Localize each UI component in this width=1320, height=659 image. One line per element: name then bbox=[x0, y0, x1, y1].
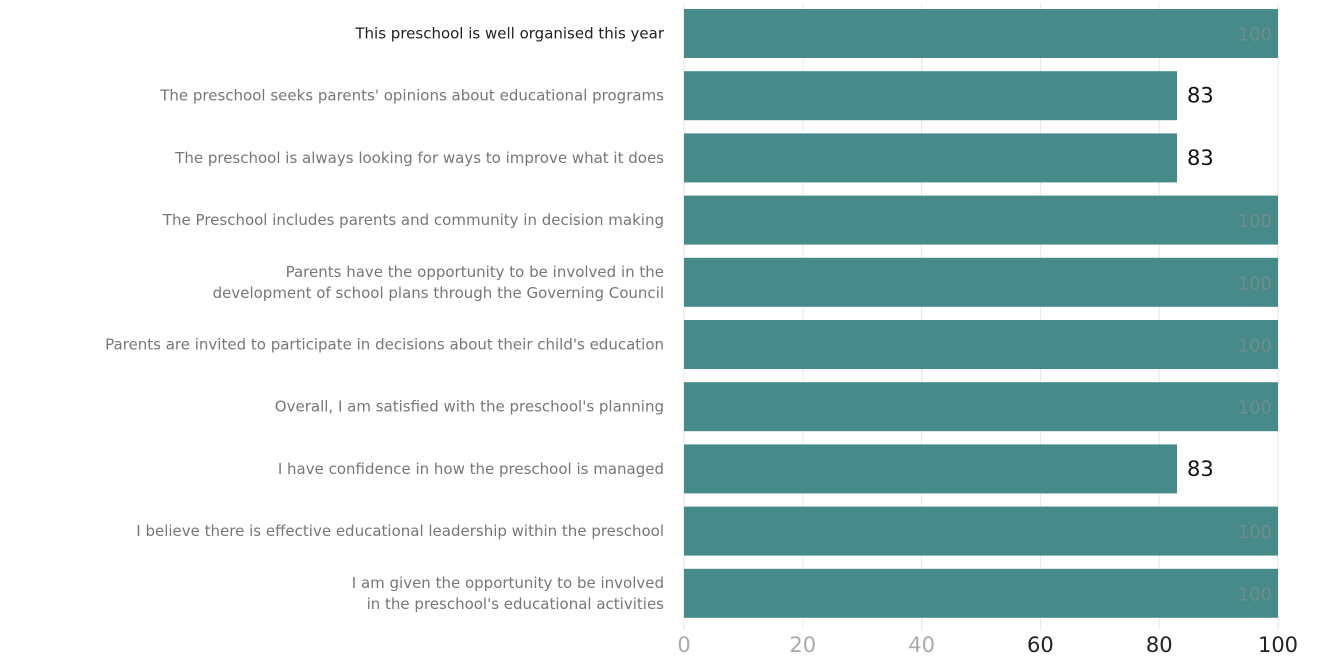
category-label: I believe there is effective educational… bbox=[136, 522, 664, 540]
bar bbox=[684, 320, 1278, 369]
bar bbox=[684, 9, 1278, 58]
x-axis-ticks: 0 20 40 60 80 100 bbox=[677, 633, 1298, 657]
bar bbox=[684, 568, 1278, 618]
bar bbox=[684, 71, 1178, 121]
category-label: The preschool seeks parents' opinions ab… bbox=[159, 87, 664, 105]
data-label: 100 bbox=[1238, 584, 1272, 605]
bar bbox=[684, 382, 1278, 432]
x-tick-label: 0 bbox=[677, 633, 690, 657]
category-label: Parents have the opportunity to be invol… bbox=[213, 263, 664, 302]
data-label: 100 bbox=[1238, 25, 1272, 46]
x-tick-label: 40 bbox=[908, 633, 935, 657]
category-label: I have confidence in how the preschool i… bbox=[278, 460, 664, 478]
x-tick-label: 20 bbox=[789, 633, 816, 657]
category-label: The preschool is always looking for ways… bbox=[174, 149, 664, 167]
data-label: 83 bbox=[1187, 84, 1214, 108]
x-tick-label: 60 bbox=[1027, 633, 1054, 657]
category-label: Overall, I am satisfied with the prescho… bbox=[275, 398, 664, 416]
data-label: 83 bbox=[1187, 146, 1214, 170]
data-label: 83 bbox=[1187, 457, 1214, 481]
category-labels: This preschool is well organised this ye… bbox=[105, 25, 665, 613]
data-label: 100 bbox=[1238, 211, 1272, 232]
data-label: 100 bbox=[1238, 273, 1272, 294]
data-label: 100 bbox=[1238, 398, 1272, 419]
data-label: 100 bbox=[1238, 336, 1272, 357]
bar bbox=[684, 506, 1278, 556]
category-label: The Preschool includes parents and commu… bbox=[162, 211, 664, 229]
data-label: 100 bbox=[1238, 522, 1272, 543]
bar bbox=[684, 133, 1178, 183]
bars: 100 83 83 100 100 100 100 83 100 100 bbox=[684, 9, 1278, 618]
bar bbox=[684, 444, 1178, 494]
category-label: Parents are invited to participate in de… bbox=[105, 336, 664, 354]
x-tick-label: 100 bbox=[1258, 633, 1298, 657]
bar bbox=[684, 257, 1278, 307]
x-tick-label: 80 bbox=[1146, 633, 1173, 657]
bar bbox=[684, 195, 1278, 245]
category-label: This preschool is well organised this ye… bbox=[354, 25, 664, 43]
category-label: I am given the opportunity to be involve… bbox=[352, 574, 664, 613]
